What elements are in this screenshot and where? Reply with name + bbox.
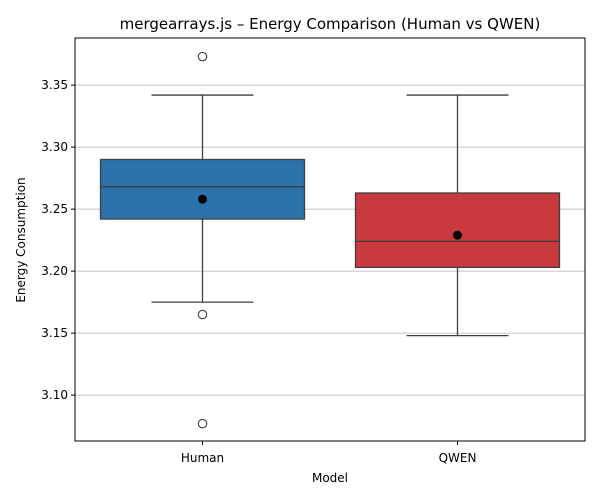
mean-marker [453,230,462,240]
chart-title: mergearrays.js – Energy Comparison (Huma… [120,15,541,33]
outlier-point [197,418,208,429]
box-group-qwen [354,94,561,337]
outlier-point [197,309,208,320]
outlier-point [197,51,208,62]
y-axis-ticks: 3.10 3.15 3.20 3.25 3.30 3.35 [41,78,75,402]
iqr-box [99,158,306,220]
y-tick-label: 3.10 [41,388,68,402]
x-tick-label: QWEN [439,451,477,465]
y-tick-label: 3.15 [41,326,68,340]
y-axis-label: Energy Consumption [14,177,28,302]
y-tick-label: 3.30 [41,140,68,154]
y-tick-label: 3.25 [41,202,68,216]
iqr-box [354,192,561,269]
boxes [99,51,561,429]
x-axis-label: Model [312,471,348,485]
x-tick-label: Human [181,451,224,465]
mean-marker [198,194,207,204]
y-tick-label: 3.20 [41,264,68,278]
box-group-human [99,51,306,429]
plot-frame [74,37,586,442]
y-tick-label: 3.35 [41,78,68,92]
x-axis-ticks: Human QWEN [181,441,477,465]
